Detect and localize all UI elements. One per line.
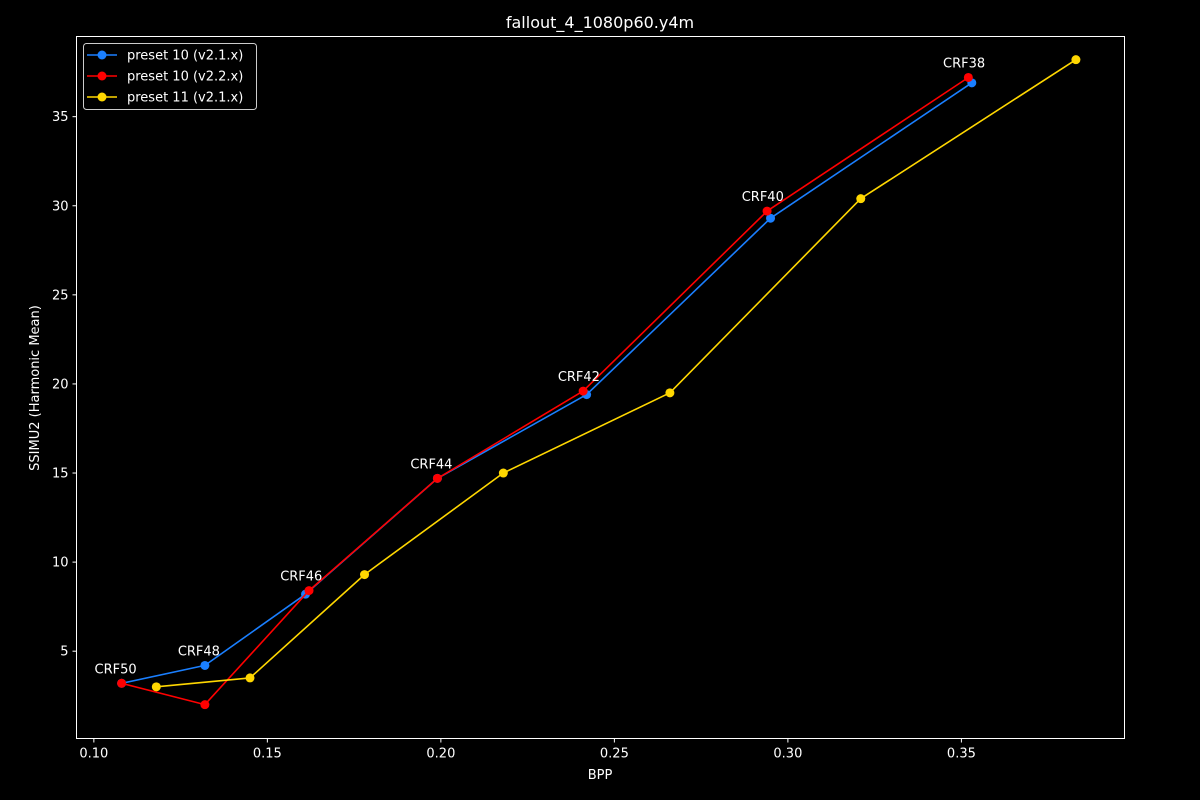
legend-item: preset 11 (v2.1.x)	[87, 91, 243, 106]
data-point	[766, 213, 776, 223]
annotation-label: CRF46	[280, 570, 322, 585]
data-point	[432, 473, 442, 483]
data-point	[963, 72, 973, 82]
x-tick-label: 0.30	[773, 747, 802, 762]
y-axis: 5 10 15 20 25 30 35	[52, 110, 77, 660]
plot-area	[76, 36, 1125, 739]
data-point	[245, 673, 255, 683]
legend-box	[83, 43, 257, 110]
annotation-label: CRF38	[943, 56, 985, 71]
data-point	[856, 194, 866, 204]
data-point	[200, 660, 210, 670]
annotation-label: CRF42	[558, 370, 600, 385]
x-tick-label: 0.10	[79, 747, 108, 762]
legend-item: preset 10 (v2.1.x)	[87, 49, 243, 64]
x-axis: 0.10 0.15 0.20 0.25 0.30 0.35	[79, 738, 976, 762]
data-point	[1071, 55, 1081, 65]
y-axis-label: SSIMU2 (Harmonic Mean)	[28, 305, 43, 471]
annotation-label: CRF50	[95, 662, 137, 677]
data-point	[665, 388, 675, 398]
legend-marker	[97, 71, 107, 81]
legend-marker	[97, 92, 107, 102]
x-tick-label: 0.20	[426, 747, 455, 762]
x-tick-label: 0.35	[947, 747, 976, 762]
legend-label: preset 10 (v2.2.x)	[127, 70, 243, 85]
x-tick-label: 0.15	[253, 747, 282, 762]
data-point	[578, 386, 588, 396]
annotation-layer: CRF50 CRF48 CRF46 CRF44 CRF42 CRF40 CRF38	[95, 56, 986, 677]
annotation-label: CRF40	[742, 190, 784, 205]
y-tick-label: 35	[52, 110, 69, 125]
series-3	[151, 55, 1081, 692]
legend-label: preset 10 (v2.1.x)	[127, 49, 243, 64]
y-tick-label: 25	[52, 288, 69, 303]
series-layer	[117, 55, 1081, 710]
x-axis-label: BPP	[588, 768, 613, 783]
legend-marker	[97, 50, 107, 60]
data-point	[117, 678, 127, 688]
data-point	[200, 700, 210, 710]
annotation-label: CRF48	[178, 644, 220, 659]
data-point	[151, 682, 161, 692]
legend-item: preset 10 (v2.2.x)	[87, 70, 243, 85]
annotation-label: CRF44	[410, 457, 452, 472]
data-point	[304, 586, 314, 596]
series-2	[117, 72, 973, 710]
y-tick-label: 20	[52, 377, 69, 392]
chart-title: fallout_4_1080p60.y4m	[506, 13, 694, 33]
data-point	[360, 570, 370, 580]
y-tick-label: 30	[52, 199, 69, 214]
y-tick-label: 5	[60, 645, 68, 660]
data-point	[762, 206, 772, 216]
y-tick-label: 15	[52, 467, 69, 482]
legend-label: preset 11 (v2.1.x)	[127, 91, 243, 106]
y-tick-label: 10	[52, 556, 69, 571]
data-point	[498, 468, 508, 478]
legend: preset 10 (v2.1.x) preset 10 (v2.2.x) pres…	[83, 43, 257, 110]
x-tick-label: 0.25	[600, 747, 629, 762]
